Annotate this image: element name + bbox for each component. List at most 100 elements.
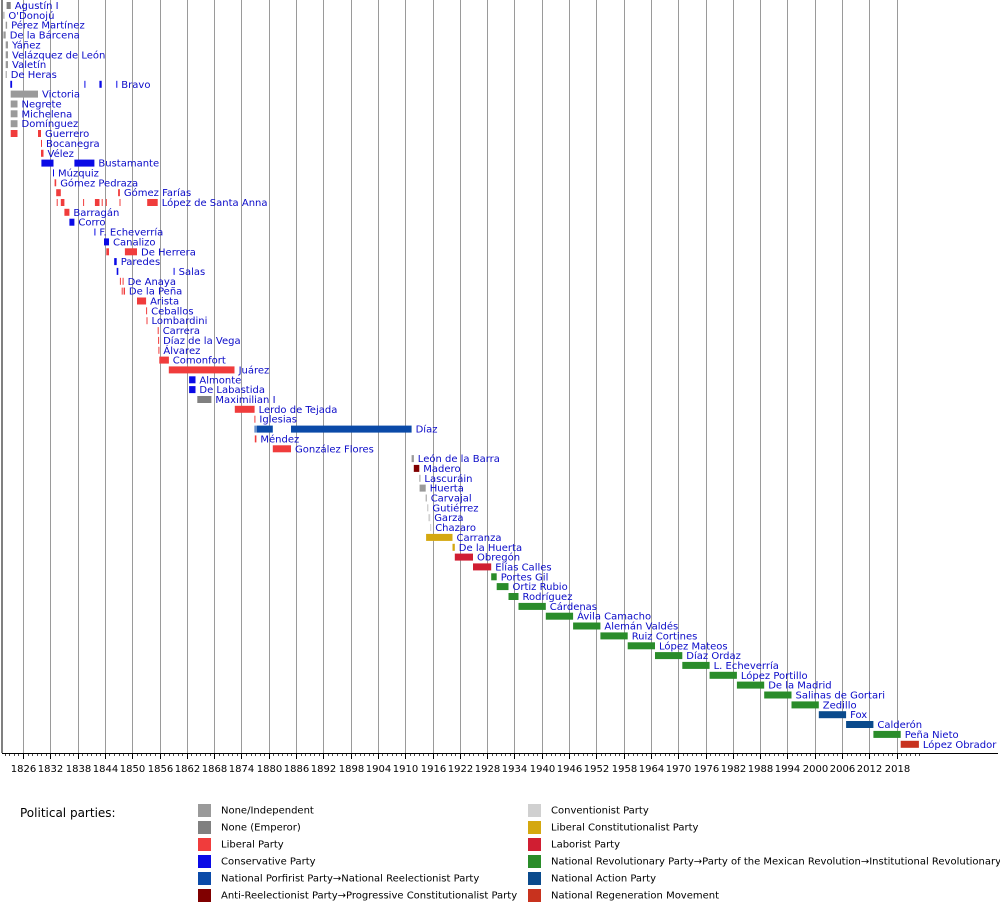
president-label: Díaz Ordaz [686,650,741,662]
president-label: Bocanegra [46,139,100,150]
legend-item-conservative: Conservative Party [198,855,316,872]
presidency-bar [121,287,123,295]
presidency-bar [10,90,38,98]
presidency-bar [709,671,737,679]
presidency-bar [122,277,124,285]
president-label: Yáñez [11,39,41,51]
tick-label-1916: 1916 [421,764,446,775]
president-label: Almonte [199,375,241,386]
presidency-bar [5,21,8,29]
president-label: Pérez Martínez [11,20,85,32]
presidency-bar [254,435,257,443]
legend-item-laborist: Laborist Party [528,838,620,855]
president-label: Carvajal [431,494,472,505]
president-label: Barragán [73,207,119,219]
legend-title: Political parties: [20,806,116,820]
president-label: Gómez Pedraza [60,177,138,189]
presidency-bar [94,199,100,206]
presidency-bar [106,248,109,256]
president-label: Paredes [121,257,160,268]
president-label: Lascuráin [424,473,472,485]
presidency-bar [159,356,169,364]
president-label: Elías Calles [495,561,551,573]
presidency-bar [3,11,5,19]
presidency-bar [254,415,256,423]
presidency-bar [137,297,147,305]
tick-label-2000: 2000 [803,764,828,775]
presidency-bar [256,425,273,433]
president-label: Velázquez de León [12,49,105,61]
president-label: L. Echeverría [714,660,779,672]
tick-label-1832: 1832 [38,764,63,775]
presidency-bar [116,80,118,88]
presidency-bar [900,740,919,748]
tick-label-1958: 1958 [612,764,637,775]
tick-label-1862: 1862 [175,764,200,775]
presidency-bar [10,110,18,118]
presidency-bar [427,504,429,512]
presidency-bar [118,189,120,197]
legend-item-conventionist: Conventionist Party [528,804,649,821]
presidency-bar [83,199,85,206]
presidency-bar [60,199,65,206]
legend-item-constitutionalist: Liberal Constitutionalist Party [528,821,698,838]
presidency-bar [473,563,492,571]
president-label: Domínguez [22,118,79,130]
legend-swatch [528,821,541,834]
president-label: Fox [850,710,867,721]
legend-label: Laborist Party [551,839,621,851]
legend-swatch [198,872,211,885]
legend-item-morena: National Regeneration Movement [528,889,719,906]
legend-item-pan: National Action Party [528,872,656,889]
president-label: Portes Gil [501,572,549,583]
presidency-bar [846,721,874,728]
president-label: López Portillo [741,670,808,682]
presidency-bar [419,474,421,482]
president-label: López Mateos [659,640,728,652]
presidency-bar [56,189,61,197]
presidency-bar [873,730,901,738]
president-label: Bustamante [98,159,159,170]
tick-label-1994: 1994 [775,764,800,775]
legend-item-pri: National Revolutionary Party→Party of th… [528,855,1000,872]
presidency-bar [10,100,18,108]
presidency-bar [5,71,7,78]
tick-label-1976: 1976 [694,764,719,775]
presidency-bar [518,602,546,610]
presidency-bar [38,130,41,137]
tick-label-1904: 1904 [366,764,391,775]
presidency-bar [84,80,86,88]
president-label: Agustín I [15,0,59,12]
legend-swatch [528,872,541,885]
president-label: Arista [150,297,179,308]
presidency-bar [291,425,412,433]
presidency-bar [105,199,107,206]
presidency-bar [189,386,196,394]
presidency-bar [272,445,291,453]
presidency-bar [41,149,44,157]
tick-label-1850: 1850 [120,764,145,775]
president-label: Díaz de la Vega [163,335,241,347]
presidency-bar [119,199,121,206]
presidency-bar [426,533,453,541]
presidency-bar [119,277,121,285]
legend-swatch [198,855,211,868]
legend-swatch [198,821,211,834]
tick-label-1940: 1940 [530,764,555,775]
president-label: De la Bárcena [10,30,80,42]
president-label: Victoria [42,90,80,101]
presidency-bar [99,80,102,88]
president-label: López de Santa Anna [162,197,268,209]
president-label: Chazaro [435,523,476,534]
president-label: Juárez [238,364,270,376]
presidency-bar [104,238,109,246]
presidency-bar [56,199,58,206]
presidency-bar [419,484,426,492]
tick-label-2012: 2012 [857,764,882,775]
presidency-bar [158,346,160,354]
presidency-bar [10,130,18,137]
party-legend: Political parties: None/Independent Conve… [0,800,1000,902]
president-label: Ortiz Rubio [513,582,568,593]
president-label: González Flores [295,443,374,455]
legend-label: National Action Party [551,873,657,885]
